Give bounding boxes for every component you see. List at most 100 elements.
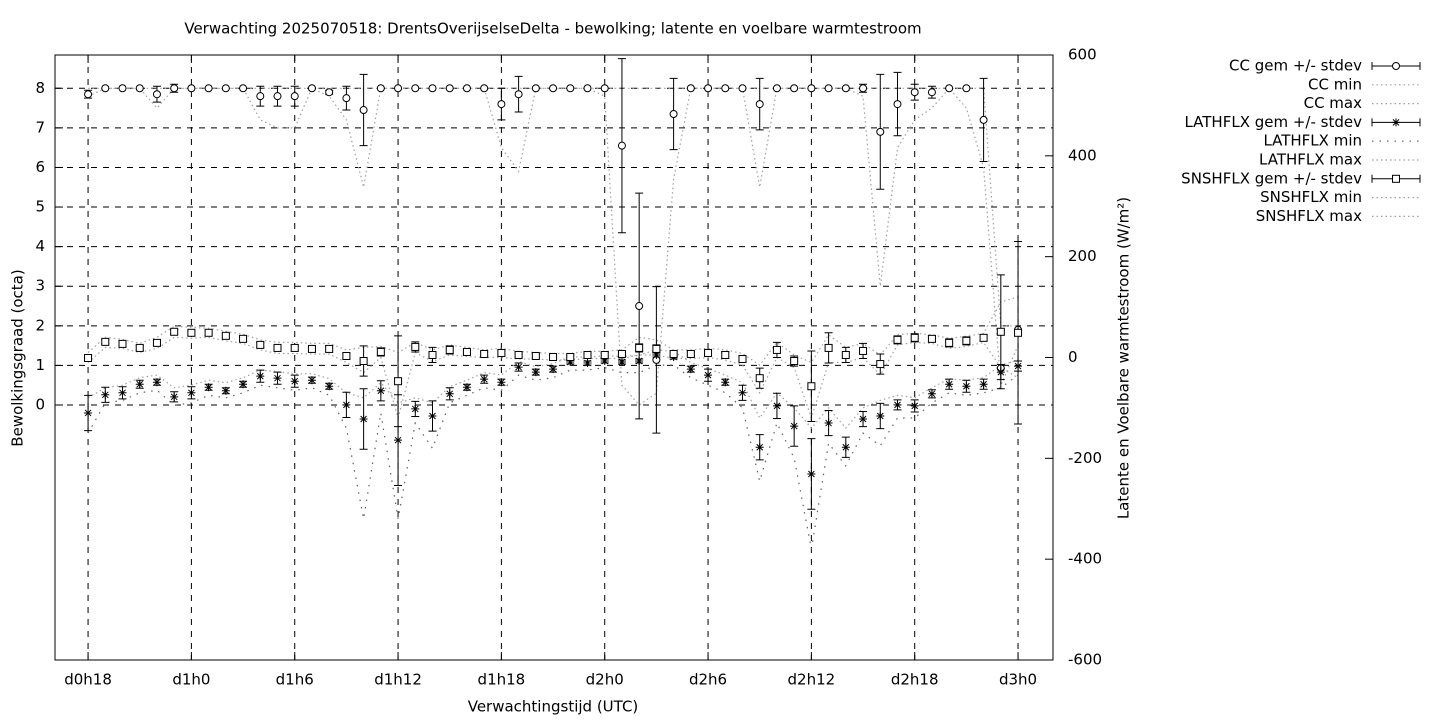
x-tick-label: d2h18 [891, 671, 939, 689]
point [290, 377, 299, 386]
point [927, 334, 936, 343]
point-part [84, 408, 93, 417]
point-part [394, 436, 403, 445]
point [273, 343, 282, 352]
point [876, 360, 885, 369]
point-part [497, 378, 506, 387]
point [807, 469, 816, 478]
point [514, 90, 523, 99]
point [101, 84, 110, 93]
point [704, 348, 713, 357]
point [221, 331, 230, 340]
legend-label: CC max [1304, 94, 1363, 112]
point-part [118, 388, 127, 397]
point [738, 388, 747, 397]
point [841, 443, 850, 452]
point [549, 352, 558, 361]
point [1392, 62, 1400, 70]
point [859, 84, 868, 93]
point-part [738, 388, 747, 397]
y2-tick-label: -200 [1068, 449, 1102, 467]
point [721, 84, 730, 93]
point [893, 400, 902, 409]
x-tick-label: d2h0 [586, 671, 624, 689]
point [669, 109, 678, 118]
point [721, 350, 730, 359]
x-tick-label: d3h0 [999, 671, 1037, 689]
point [394, 84, 403, 93]
point [945, 338, 954, 347]
point-part [790, 422, 799, 431]
point [790, 84, 799, 93]
point [859, 346, 868, 355]
point [841, 350, 850, 359]
point [445, 84, 454, 93]
point-part [514, 363, 523, 372]
point [1014, 328, 1023, 337]
y2-tick-label: -600 [1068, 651, 1102, 669]
point [376, 347, 385, 356]
point [893, 335, 902, 344]
point [790, 422, 799, 431]
point [686, 365, 695, 374]
point-part [979, 380, 988, 389]
legend-label: LATHFLX min [1263, 132, 1362, 150]
x-tick-label: d0h18 [64, 671, 112, 689]
y2-tick-label: 200 [1068, 247, 1097, 265]
point [411, 84, 420, 93]
point [359, 106, 368, 115]
point [566, 352, 575, 361]
point-part [824, 419, 833, 428]
point-part [704, 371, 713, 380]
point [566, 358, 575, 367]
point [204, 383, 213, 392]
point [325, 382, 334, 391]
point [170, 327, 179, 336]
point [790, 357, 799, 366]
point-part [428, 411, 437, 420]
y-tick-label: 8 [35, 79, 45, 97]
point [135, 343, 144, 352]
point [617, 141, 626, 150]
point-part [635, 357, 644, 366]
point [859, 415, 868, 424]
point-part [566, 358, 575, 367]
point-part [549, 365, 558, 374]
point [411, 404, 420, 413]
point [652, 350, 661, 359]
point [979, 333, 988, 342]
point [239, 334, 248, 343]
point [514, 350, 523, 359]
legend-label: SNSHFLX gem +/- stdev [1181, 169, 1362, 187]
legend-label: CC gem +/- stdev [1229, 57, 1362, 75]
point [221, 386, 230, 395]
point [376, 386, 385, 395]
point-part [876, 411, 885, 420]
y2-tick-label: 600 [1068, 46, 1097, 64]
point [497, 378, 506, 387]
point-part [445, 389, 454, 398]
y-tick-label: 6 [35, 158, 45, 176]
point [239, 84, 248, 93]
point [445, 389, 454, 398]
point [84, 90, 93, 99]
point-part [256, 372, 265, 381]
y2-tick-label: 0 [1068, 348, 1078, 366]
point [428, 350, 437, 359]
legend-label: CC min [1308, 75, 1362, 93]
point [101, 337, 110, 346]
point [686, 84, 695, 93]
point [824, 84, 833, 93]
point [910, 401, 919, 410]
point [256, 340, 265, 349]
point [204, 84, 213, 93]
point-part [721, 378, 730, 387]
point [187, 328, 196, 337]
point [342, 94, 351, 103]
point [910, 88, 919, 97]
point [187, 388, 196, 397]
point [152, 338, 161, 347]
point [1392, 118, 1400, 127]
point [118, 84, 127, 93]
point [566, 84, 575, 93]
